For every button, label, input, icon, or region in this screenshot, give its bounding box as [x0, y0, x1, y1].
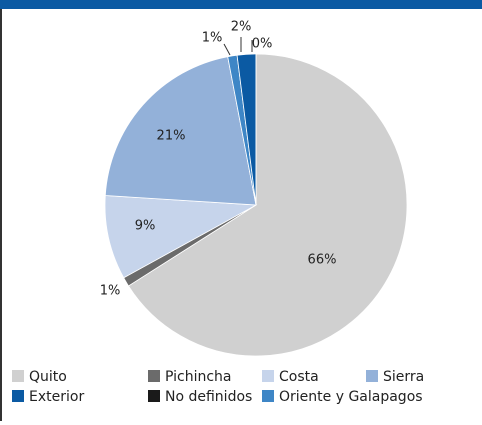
- legend-swatch: [12, 370, 24, 382]
- data-label: 21%: [157, 129, 186, 144]
- legend-swatch: [148, 370, 160, 382]
- data-label: 66%: [308, 253, 337, 268]
- legend-label: Sierra: [383, 369, 424, 385]
- data-label: 2%: [231, 20, 252, 35]
- pie-slice: [127, 53, 408, 357]
- legend-label: Costa: [279, 369, 319, 385]
- legend-swatch: [148, 390, 160, 402]
- legend-swatch: [262, 390, 274, 402]
- legend-label: No definidos: [165, 389, 252, 405]
- data-label: 9%: [135, 219, 156, 234]
- legend-label: Pichincha: [165, 369, 232, 385]
- legend-label: Exterior: [29, 389, 84, 405]
- leader-line: [223, 43, 231, 56]
- legend-swatch: [262, 370, 274, 382]
- legend-label: Quito: [29, 369, 67, 385]
- legend-label: Oriente y Galapagos: [279, 389, 423, 405]
- data-label: 0%: [252, 37, 273, 52]
- pie-slice: [104, 195, 258, 279]
- legend-swatch: [12, 390, 24, 402]
- header-bar: [0, 0, 482, 9]
- data-label: 1%: [100, 284, 121, 299]
- data-label: 1%: [202, 31, 223, 46]
- pie-slice: [104, 56, 257, 206]
- legend-swatch: [366, 370, 378, 382]
